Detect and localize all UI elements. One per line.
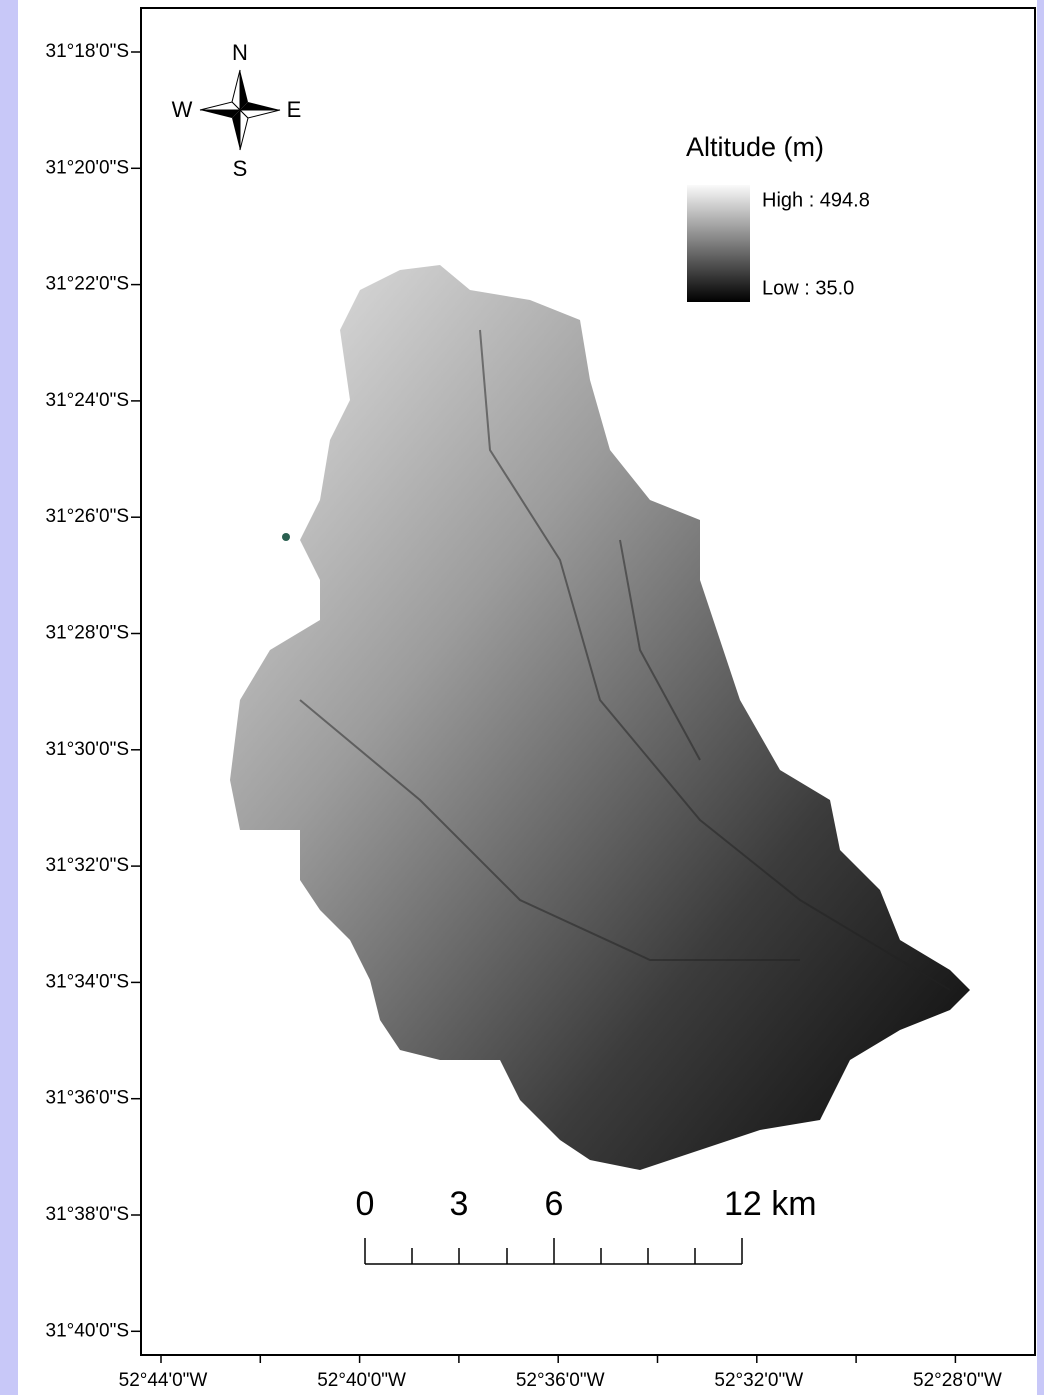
compass-n: N bbox=[232, 40, 248, 65]
watershed-dem bbox=[230, 265, 970, 1170]
scale-label: 0 bbox=[356, 1185, 375, 1223]
side-strip bbox=[1037, 0, 1044, 1395]
y-tick-label: 31°32'0"S bbox=[46, 855, 129, 876]
y-tick-label: 31°38'0"S bbox=[46, 1204, 129, 1225]
legend-low: Low : 35.0 bbox=[762, 277, 854, 299]
y-tick-label: 31°34'0"S bbox=[46, 971, 129, 992]
x-tick-label: 52°28'0"W bbox=[913, 1370, 1002, 1391]
compass-w: W bbox=[172, 97, 193, 122]
scale-label: 6 bbox=[545, 1185, 564, 1223]
y-tick-label: 31°18'0"S bbox=[46, 41, 129, 62]
y-tick-label: 31°26'0"S bbox=[46, 506, 129, 527]
y-tick-label: 31°30'0"S bbox=[46, 739, 129, 760]
x-tick-label: 52°36'0"W bbox=[516, 1370, 605, 1391]
x-tick-label: 52°40'0"W bbox=[317, 1370, 406, 1391]
compass-s: S bbox=[233, 156, 248, 181]
compass: N E S W bbox=[172, 40, 302, 181]
scale-label: 3 bbox=[450, 1185, 469, 1223]
legend-title: Altitude (m) bbox=[686, 132, 824, 162]
legend-ramp bbox=[687, 185, 750, 302]
y-tick-label: 31°24'0"S bbox=[46, 390, 129, 411]
y-tick-label: 31°22'0"S bbox=[46, 274, 129, 295]
y-tick-label: 31°36'0"S bbox=[46, 1088, 129, 1109]
scale-label: 12 km bbox=[724, 1185, 817, 1223]
y-tick-label: 31°20'0"S bbox=[46, 157, 129, 178]
y-tick-label: 31°40'0"S bbox=[46, 1320, 129, 1341]
side-strip bbox=[0, 0, 18, 1395]
y-tick-label: 31°28'0"S bbox=[46, 623, 129, 644]
legend-high: High : 494.8 bbox=[762, 189, 870, 211]
scale-bar bbox=[364, 1238, 743, 1265]
compass-e: E bbox=[287, 97, 302, 122]
legend: Altitude (m) High : 494.8 Low : 35.0 bbox=[686, 132, 870, 302]
point-marker bbox=[282, 533, 290, 541]
x-tick-label: 52°32'0"W bbox=[714, 1370, 803, 1391]
x-tick-label: 52°44'0"W bbox=[119, 1370, 208, 1391]
drainage bbox=[299, 329, 951, 991]
